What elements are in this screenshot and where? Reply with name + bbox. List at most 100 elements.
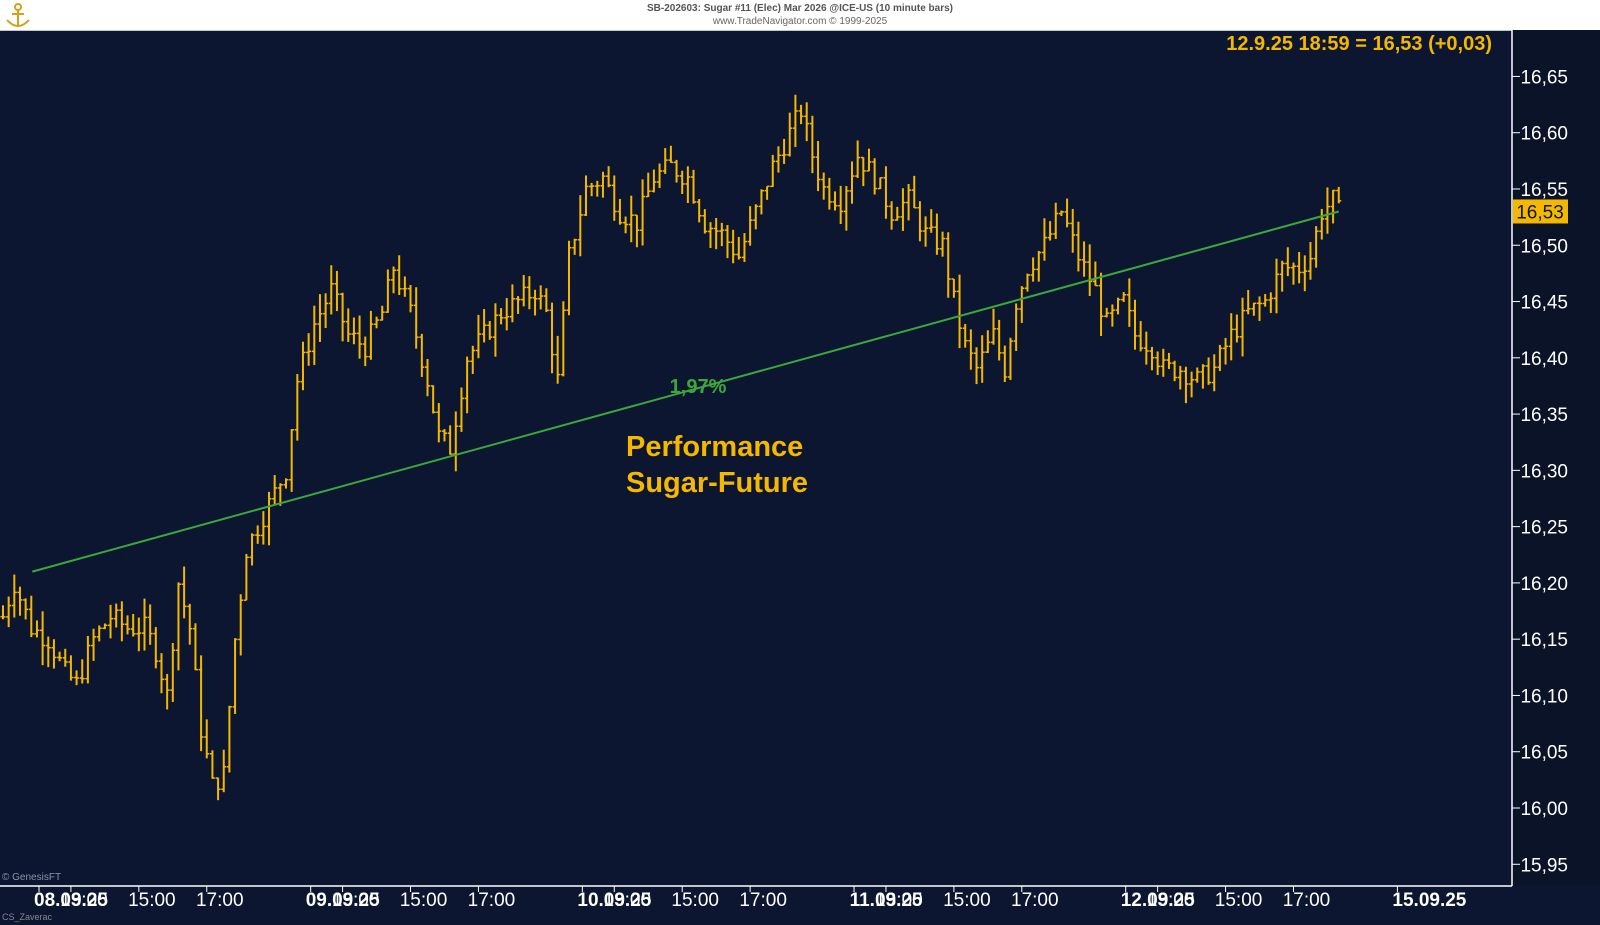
ohlc-bar (1285, 247, 1291, 277)
ohlc-bar (940, 231, 946, 257)
ohlc-bar (979, 335, 985, 383)
ohlc-bar (832, 191, 838, 211)
ohlc-bar (798, 104, 804, 125)
ohlc-bar (1194, 367, 1200, 383)
y-tick-label: 16,45 (1520, 293, 1568, 314)
ohlc-bar (1257, 296, 1263, 321)
x-time-label: 15:00 (1215, 890, 1263, 911)
ohlc-bar (243, 553, 249, 601)
y-tick-label: 16,10 (1520, 686, 1568, 707)
ohlc-bar (289, 428, 295, 492)
chart-header-subtitle: www.TradeNavigator.com © 1999-2025 (712, 16, 888, 27)
ohlc-bar (1251, 302, 1257, 316)
watermark: © GenesisFT (2, 872, 61, 883)
ohlc-bar (945, 232, 951, 298)
ohlc-bar (481, 308, 487, 343)
ohlc-bar (374, 316, 380, 329)
ohlc-bar (379, 305, 385, 321)
ohlc-bar (266, 491, 272, 546)
ohlc-bar (1330, 189, 1336, 224)
ohlc-bar (504, 298, 510, 331)
ohlc-bar (221, 749, 227, 793)
ohlc-bar (526, 276, 532, 310)
ohlc-bar (792, 94, 798, 148)
ohlc-bar (255, 525, 261, 544)
chart-title-line: Performance (626, 431, 803, 463)
x-time-label: 17:00 (1283, 890, 1331, 911)
ohlc-bar (1200, 364, 1206, 389)
ohlc-bar (283, 478, 289, 489)
ohlc-bar (142, 598, 147, 651)
ohlc-bar (1087, 244, 1093, 297)
ohlc-bar (125, 615, 131, 635)
ohlc-bar (1132, 299, 1138, 350)
ohlc-bar (724, 225, 730, 259)
y-tick-label: 16,55 (1520, 180, 1568, 201)
ohlc-bar (1143, 331, 1149, 365)
ohlc-bar (413, 287, 419, 349)
ohlc-bar (770, 154, 776, 188)
ohlc-bar (911, 175, 917, 209)
ohlc-bar (589, 182, 595, 197)
ohlc-bar (985, 330, 991, 354)
ohlc-bar (68, 655, 74, 681)
ohlc-bar (458, 387, 464, 432)
ohlc-bar (430, 385, 436, 414)
y-tick-label: 16,25 (1520, 518, 1568, 539)
ohlc-bar (623, 216, 629, 234)
ohlc-bar (11, 574, 17, 618)
ohlc-bar (804, 102, 810, 142)
ohlc-bar (928, 209, 934, 233)
ohlc-bar (634, 214, 640, 248)
ohlc-bar (1223, 337, 1229, 365)
ohlc-bar (294, 374, 300, 441)
y-tick-label: 16,35 (1520, 405, 1568, 426)
ohlc-bar (1149, 346, 1155, 371)
ohlc-bar (1160, 348, 1166, 377)
ohlc-bar (809, 115, 815, 174)
ohlc-bar (311, 305, 317, 366)
ohlc-bar (328, 265, 334, 315)
x-time-label: 17:00 (468, 890, 516, 911)
y-tick-label: 16,20 (1520, 574, 1568, 595)
ohlc-bar (498, 308, 504, 325)
ohlc-bar (996, 319, 1002, 361)
y-axis-panel (1512, 30, 1600, 886)
trendline-label: 1,97% (670, 376, 727, 398)
ohlc-bar (1290, 262, 1296, 285)
chart-header: SB-202603: Sugar #11 (Elec) Mar 2026 @IC… (0, 0, 1600, 30)
ohlc-bar (883, 166, 889, 219)
x-time-label: 13:00 (604, 890, 652, 911)
ohlc-bar (906, 183, 912, 221)
last-price-marker: 16,53 (1513, 199, 1568, 224)
ohlc-bar (691, 169, 697, 204)
ohlc-bar (1104, 307, 1110, 318)
ohlc-bar (419, 333, 425, 377)
ohlc-bar (1092, 261, 1098, 287)
ohlc-bar (543, 288, 549, 313)
ohlc-bar (951, 278, 957, 298)
ohlc-bar (815, 141, 821, 192)
ohlc-bar (1206, 357, 1212, 385)
ohlc-bar (1234, 314, 1240, 343)
ohlc-bar (113, 603, 119, 628)
ohlc-bar (91, 628, 97, 661)
ohlc-bar (1013, 303, 1019, 351)
ohlc-bar (492, 303, 498, 357)
ohlc-bar (249, 533, 255, 566)
ohlc-bar (45, 636, 51, 668)
ohlc-bar (215, 777, 221, 801)
chart-header-title: SB-202603: Sugar #11 (Elec) Mar 2026 @IC… (647, 3, 953, 14)
ohlc-bar (521, 275, 527, 307)
ohlc-bar (470, 345, 476, 375)
ohlc-bar (1126, 278, 1132, 327)
ohlc-bar (1228, 313, 1234, 361)
ohlc-bar (447, 425, 453, 455)
ohlc-bar (362, 336, 368, 367)
ohlc-bar (204, 719, 210, 759)
ohlc-bar (1177, 365, 1183, 390)
ohlc-bar (566, 240, 572, 316)
ohlc-bar (464, 356, 470, 414)
ohlc-bar (1240, 297, 1246, 357)
ohlc-bar (515, 296, 521, 314)
